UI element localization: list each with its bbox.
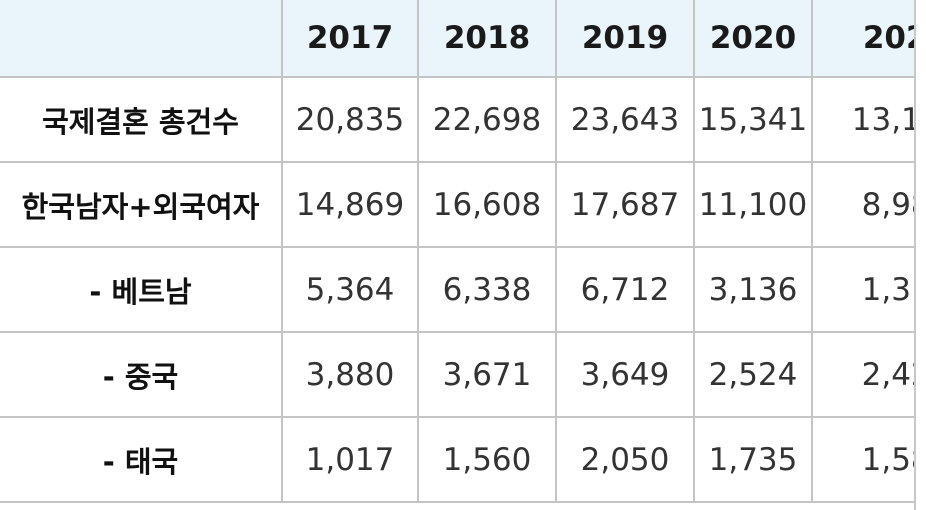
row-label: 한국남자+외국여자 (0, 161, 283, 248)
value-cell: 3,880 (281, 331, 419, 418)
row-label: - 중국 (0, 331, 283, 418)
table-head: 20172018201920202021 (0, 0, 914, 78)
value-cell: 11,100 (693, 161, 813, 248)
row-label: - 태국 (0, 416, 283, 503)
value-cell: 15,341 (693, 76, 813, 163)
value-cell: 8,985 (811, 161, 914, 248)
corner-cell (0, 0, 283, 78)
value-cell: 2,524 (693, 331, 813, 418)
value-cell: 20,835 (281, 76, 419, 163)
value-cell: 22,698 (417, 76, 557, 163)
value-cell: 6,712 (555, 246, 695, 333)
value-cell: 14,869 (281, 161, 419, 248)
value-cell: 1,319 (811, 246, 914, 333)
value-cell: 17,687 (555, 161, 695, 248)
value-cell: 2,050 (555, 416, 695, 503)
year-header: 2021 (811, 0, 914, 78)
year-header: 2018 (417, 0, 557, 78)
marriage-table: 20172018201920202021 국제결혼 총건수20,83522,69… (0, 0, 914, 503)
row-label: 국제결혼 총건수 (0, 76, 283, 163)
value-cell: 3,136 (693, 246, 813, 333)
year-header: 2019 (555, 0, 695, 78)
table-body: 국제결혼 총건수20,83522,69823,64315,34113,102한국… (0, 76, 914, 503)
value-cell: 16,608 (417, 161, 557, 248)
value-cell: 3,671 (417, 331, 557, 418)
row-label: - 베트남 (0, 246, 283, 333)
value-cell: 6,338 (417, 246, 557, 333)
value-cell: 23,643 (555, 76, 695, 163)
value-cell: 2,426 (811, 331, 914, 418)
year-header: 2017 (281, 0, 419, 78)
value-cell: 13,102 (811, 76, 914, 163)
year-header: 2020 (693, 0, 813, 78)
header-row: 20172018201920202021 (0, 0, 914, 78)
value-cell: 1,735 (693, 416, 813, 503)
value-cell: 1,560 (417, 416, 557, 503)
value-cell: 1,017 (281, 416, 419, 503)
value-cell: 3,649 (555, 331, 695, 418)
value-cell: 5,364 (281, 246, 419, 333)
value-cell: 1,589 (811, 416, 914, 503)
